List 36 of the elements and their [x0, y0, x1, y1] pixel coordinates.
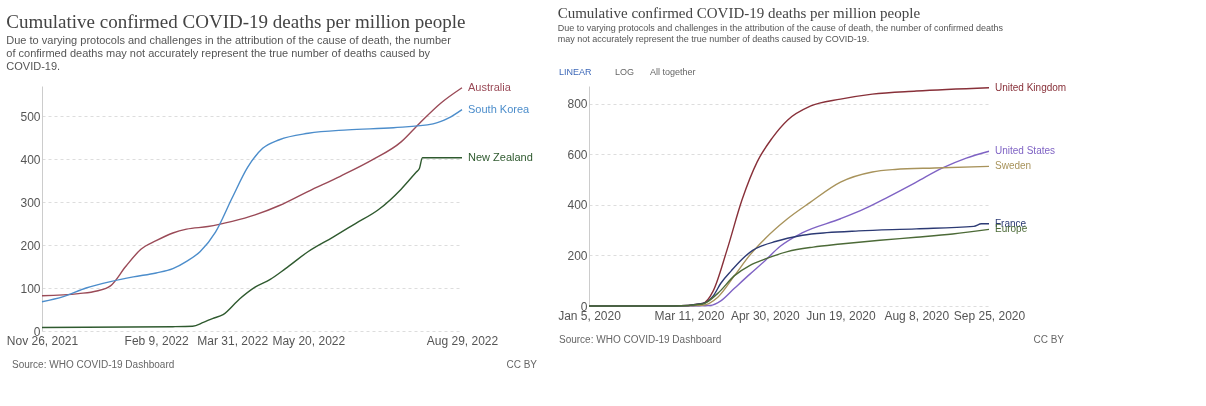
y-tick-label: 400 — [567, 198, 588, 213]
source-note: Source: WHO COVID-19 Dashboard — [559, 334, 722, 345]
text: CC BY — [506, 359, 538, 370]
x-tick-label: Apr 30, 2020 — [730, 308, 800, 323]
series-label: South Korea — [468, 102, 531, 115]
text: All together — [650, 67, 696, 77]
y-tick-label: 600 — [567, 147, 588, 162]
chart-title: Cumulative confirmed COVID-19 deaths per million people — [557, 5, 921, 21]
x-tick-label: May 20, 2022 — [272, 333, 346, 348]
y-tick-label: 500 — [20, 109, 41, 124]
series-label: United Kingdom — [995, 81, 1067, 93]
x-tick-label: Jun 19, 2020 — [806, 308, 877, 323]
source-note: Source: WHO COVID-19 Dashboard — [12, 359, 175, 370]
x-tick-label: Aug 8, 2020 — [884, 308, 950, 323]
text: CC BY — [1033, 334, 1065, 345]
y-tick-label: 400 — [20, 152, 41, 167]
text: LOG — [615, 67, 635, 77]
y-tick-label: 200 — [567, 248, 588, 263]
y-tick-label: 300 — [20, 195, 41, 210]
series-label: Sweden — [995, 160, 1032, 172]
x-tick-label: Feb 9, 2022 — [124, 333, 189, 348]
series-label: United States — [995, 145, 1056, 157]
chart-title: Cumulative confirmed COVID-19 deaths per million people — [6, 10, 466, 32]
x-tick-label: Mar 11, 2020 — [654, 308, 725, 323]
x-tick-label: Mar 31, 2022 — [197, 333, 269, 348]
chart-subtitle: Due to varying protocols and challenges in the attribution of the cause of death, the number of confirmed deaths may not accurately represent the true number of deaths caused by COVID-19. — [557, 23, 1004, 44]
series-label: New Zealand — [468, 150, 533, 163]
y-tick-label: 200 — [20, 238, 41, 253]
text: LINEAR — [559, 67, 593, 77]
y-tick-label: 100 — [20, 281, 41, 296]
series-label: Australia — [468, 80, 512, 93]
x-tick-label: Sep 25, 2020 — [953, 308, 1026, 323]
y-tick-label: 800 — [567, 97, 588, 112]
line-series — [41, 157, 463, 329]
x-tick-label: Aug 29, 2022 — [426, 333, 499, 348]
chart-subtitle: Due to varying protocols and challenges in the attribution of the cause of death, the number of confirmed deaths may not accurately represent the true number of deaths caused by COVID-19. — [6, 33, 452, 72]
